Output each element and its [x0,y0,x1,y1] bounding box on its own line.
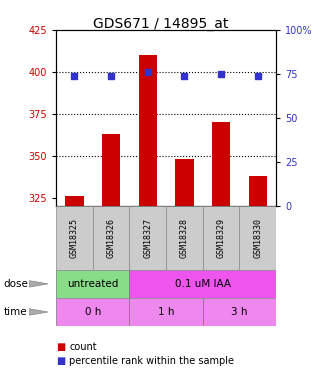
Text: untreated: untreated [67,279,118,289]
Bar [56,206,93,270]
Polygon shape [29,309,48,315]
Text: GSM18327: GSM18327 [143,218,152,258]
Text: GSM18330: GSM18330 [253,218,262,258]
Bar [129,298,203,326]
Bar [248,176,267,206]
Point [72,73,77,79]
Bar [212,122,230,206]
Bar [203,206,239,270]
Bar [56,298,129,326]
Text: count: count [69,342,97,352]
Point [145,69,150,75]
Bar [129,206,166,270]
Point [182,73,187,79]
Bar [166,206,203,270]
Text: dose: dose [3,279,28,289]
Text: GSM18329: GSM18329 [217,218,226,258]
Text: 0.1 uM IAA: 0.1 uM IAA [175,279,231,289]
Bar [203,298,276,326]
Bar [56,270,129,298]
Bar [239,206,276,270]
Bar [139,55,157,206]
Polygon shape [29,280,48,287]
Text: 1 h: 1 h [158,307,174,317]
Text: GSM18325: GSM18325 [70,218,79,258]
Text: ■: ■ [56,342,65,352]
Point [219,71,224,77]
Bar [65,196,84,206]
Point [108,73,114,79]
Bar [129,270,276,298]
Bar [102,134,120,206]
Text: GSM18326: GSM18326 [107,218,116,258]
Text: 0 h: 0 h [85,307,101,317]
Text: ■: ■ [56,356,65,366]
Text: GDS671 / 14895_at: GDS671 / 14895_at [93,17,228,31]
Text: percentile rank within the sample: percentile rank within the sample [69,356,234,366]
Point [255,73,260,79]
Bar [93,206,129,270]
Text: GSM18328: GSM18328 [180,218,189,258]
Text: 3 h: 3 h [231,307,248,317]
Text: time: time [3,307,27,317]
Bar [175,159,194,206]
